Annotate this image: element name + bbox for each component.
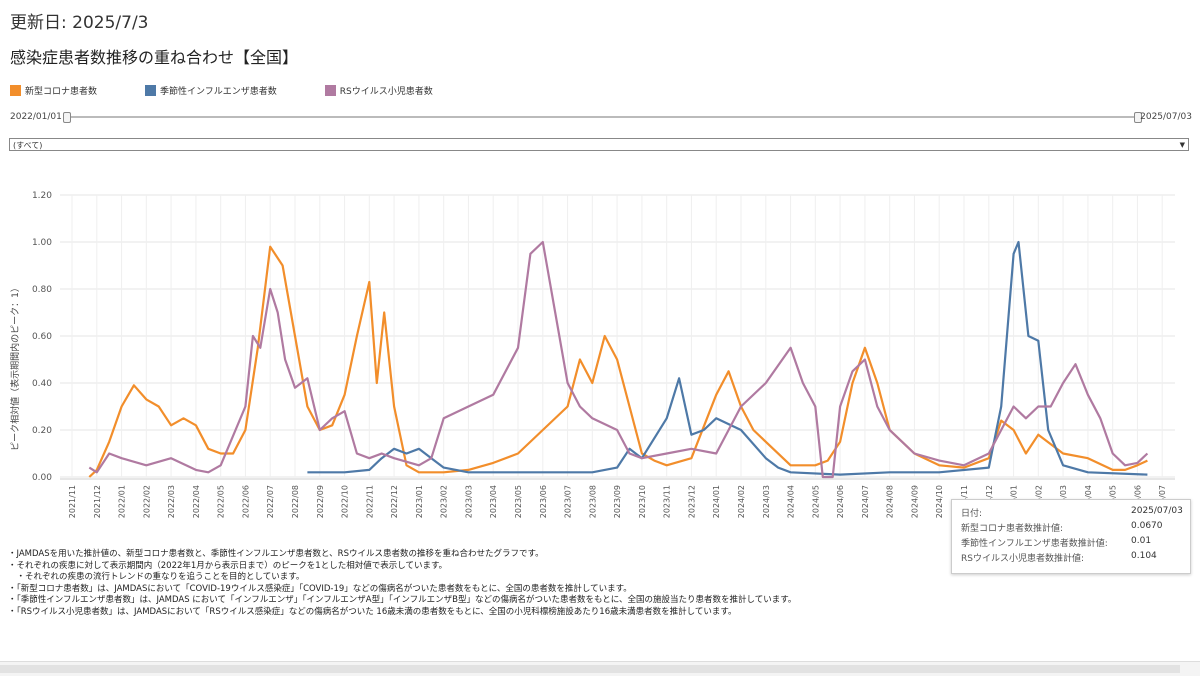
- chevron-down-icon: ▼: [1179, 141, 1185, 149]
- notes: ・JAMDASを用いた推計値の、新型コロナ患者数と、季節性インフルエンザ患者数と…: [8, 549, 796, 618]
- horizontal-scrollbar[interactable]: [0, 665, 1180, 673]
- legend-label-rsv: RSウイルス小児患者数: [339, 87, 433, 97]
- tooltip-value-date: 2025/07/03: [1131, 506, 1183, 516]
- x-tick-label: 2024/02: [737, 485, 746, 518]
- legend-swatch-influenza: [145, 85, 157, 96]
- y-tick-label: 0.80: [32, 285, 52, 295]
- x-tick-label: 2023/02: [440, 485, 449, 518]
- x-tick-label: 2024/08: [886, 485, 895, 518]
- legend: 新型コロナ患者数 季節性インフルエンザ患者数 RSウイルス小児患者数: [10, 84, 481, 97]
- note-line: ・「RSウイルス小児患者数」は、JAMDASにおいて「RSウイルス感染症」などの…: [8, 606, 737, 617]
- y-tick-label: 1.00: [32, 238, 52, 248]
- slider-end-label: 2025/07/03: [1140, 112, 1192, 122]
- x-tick-label: 2021/12: [93, 485, 102, 518]
- x-tick-label: 2022/01: [118, 485, 127, 518]
- tooltip-label-influenza: 季節性インフルエンザ患者数推計値:: [961, 539, 1108, 549]
- tooltip-value-influenza: 0.01: [1131, 536, 1152, 546]
- chart-container: 0.00 0.20 0.40 0.60 0.80 1.00 1.20 2021/11 2021…: [0, 185, 1200, 539]
- x-tick-label: 2023/09: [613, 485, 622, 518]
- x-tick-label: 2024/09: [910, 485, 919, 518]
- date-range-slider: 2022/01/01 2025/07/03: [10, 110, 1192, 126]
- tooltip-label-date: 日付:: [961, 509, 983, 519]
- x-tick-label: 2024/04: [787, 485, 796, 518]
- y-tick-label: 0.20: [32, 426, 52, 436]
- updated-date: 更新日: 2025/7/3: [10, 13, 149, 33]
- note-line: ・JAMDASを用いた推計値の、新型コロナ患者数と、季節性インフルエンザ患者数と…: [8, 549, 544, 559]
- tooltip-value-covid: 0.0670: [1131, 521, 1163, 531]
- tooltip: 日付: 2025/07/03 新型コロナ患者数推計値: 0.0670 季節性インフル…: [951, 499, 1191, 574]
- legend-item-rsv[interactable]: RSウイルス小児患者数: [324, 84, 433, 97]
- legend-swatch-rsv: [324, 85, 336, 96]
- x-tick-label: 2022/11: [365, 485, 374, 518]
- x-tick-label: 2023/10: [638, 485, 647, 518]
- y-tick-label: 1.20: [32, 191, 52, 201]
- legend-label-covid: 新型コロナ患者数: [25, 87, 98, 97]
- x-tick-label: 2024/03: [762, 485, 771, 518]
- bottom-toolbar: [0, 661, 1200, 676]
- y-tick-label: 0.00: [32, 473, 52, 483]
- series-line-covid: [88, 245, 1148, 478]
- tooltip-label-covid: 新型コロナ患者数推計値:: [961, 524, 1064, 534]
- x-tick-label: 2022/05: [217, 485, 226, 518]
- x-tick-label: 2024/01: [712, 485, 721, 518]
- x-tick-label: 2022/02: [142, 485, 151, 518]
- note-line: ・それぞれの疾患の流行トレンドの重なりを追うことを目的としています。: [8, 572, 305, 582]
- filter-selected-value: (すべて): [13, 141, 43, 150]
- x-tick-label: 2023/01: [415, 485, 424, 518]
- x-tick-label: 2023/06: [539, 485, 548, 518]
- x-tick-label: 2024/05: [811, 485, 820, 518]
- x-tick-label: 2022/04: [192, 485, 201, 518]
- y-axis-tick-labels: 0.00 0.20 0.40 0.60 0.80 1.00 1.20: [32, 191, 52, 483]
- legend-item-influenza[interactable]: 季節性インフルエンザ患者数: [145, 84, 277, 97]
- x-tick-label: 2022/06: [241, 485, 250, 518]
- x-tick-label: 2021/11: [68, 485, 77, 518]
- tooltip-label-rsv: RSウイルス小児患者数推計値:: [961, 554, 1084, 564]
- series-line-rsv: [88, 240, 1149, 479]
- slider-end-handle[interactable]: [1134, 112, 1142, 123]
- x-tick-label: 2024/06: [836, 485, 845, 518]
- x-tick-label: 2023/04: [489, 485, 498, 518]
- x-tick-label: 2022/12: [390, 485, 399, 518]
- chart-grid: [60, 194, 1175, 480]
- y-tick-label: 0.60: [32, 332, 52, 342]
- x-tick-label: 2022/10: [341, 485, 350, 518]
- legend-label-influenza: 季節性インフルエンザ患者数: [160, 87, 277, 97]
- y-axis-label: ピーク相対値（表示期間内のピーク：1）: [9, 283, 21, 451]
- slider-track[interactable]: [68, 116, 1136, 118]
- note-line: ・それぞれの疾患に対して表示期間内（2022年1月から表示日まで）のピークを1と…: [8, 560, 448, 571]
- note-line: ・「季節性インフルエンザ患者数」は、JAMDAS において「インフルエンザ」「イ…: [8, 595, 797, 605]
- page-title: 感染症患者数推移の重ね合わせ【全国】: [10, 48, 299, 67]
- x-tick-label: 2023/03: [464, 485, 473, 518]
- line-chart[interactable]: 0.00 0.20 0.40 0.60 0.80 1.00 1.20 2021/11 2021…: [0, 185, 1200, 535]
- x-tick-label: 2023/05: [514, 485, 523, 518]
- x-tick-label: 2022/09: [316, 485, 325, 518]
- x-tick-label: 2023/11: [663, 485, 672, 518]
- x-tick-label: 2023/07: [564, 485, 573, 518]
- x-tick-label: 2024/10: [935, 485, 944, 518]
- x-tick-label: 2022/07: [266, 485, 275, 518]
- series-line-influenza: [307, 240, 1148, 476]
- note-line: ・「新型コロナ患者数」は、JAMDASにおいて「COVID-19ウイルス感染症」…: [8, 583, 632, 594]
- legend-swatch-covid: [10, 85, 21, 96]
- legend-item-covid[interactable]: 新型コロナ患者数: [10, 84, 97, 97]
- x-tick-label: 2022/03: [167, 485, 176, 518]
- x-tick-label: 2023/12: [687, 485, 696, 518]
- tooltip-value-rsv: 0.104: [1131, 551, 1157, 561]
- filter-dropdown[interactable]: (すべて) ▼: [9, 138, 1189, 151]
- slider-start-handle[interactable]: [63, 112, 71, 123]
- x-tick-label: 2023/08: [588, 485, 597, 518]
- x-tick-label: 2022/08: [291, 485, 300, 518]
- x-tick-label: 2024/07: [861, 485, 870, 518]
- y-tick-label: 0.40: [32, 379, 52, 389]
- chart-series: [88, 240, 1149, 479]
- slider-start-label: 2022/01/01: [10, 112, 62, 122]
